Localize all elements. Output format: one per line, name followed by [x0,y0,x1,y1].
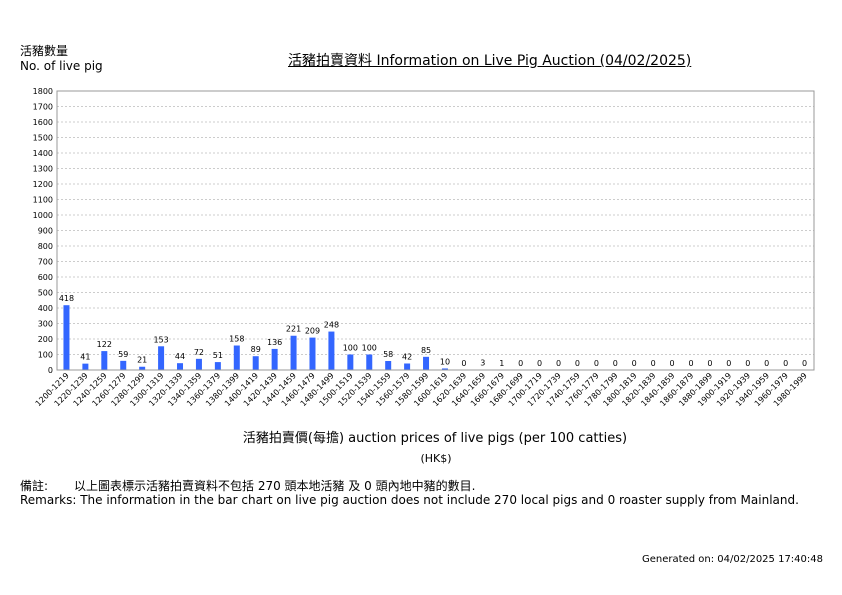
data-label: 0 [537,359,542,368]
data-label: 0 [670,359,675,368]
data-label: 58 [383,350,393,359]
bar [366,354,373,370]
data-label: 209 [305,327,320,336]
data-label: 153 [153,335,168,344]
y-tick-label: 600 [38,273,53,282]
data-label: 221 [286,325,301,334]
y-tick-label: 1800 [33,87,53,96]
bar [290,335,297,370]
y-tick-label: 400 [38,304,53,313]
y-tick-label: 300 [38,320,53,329]
y-tick-label: 700 [38,258,53,267]
remarks-chinese: 以上圖表標示活豬拍賣資料不包括 270 頭本地活豬 及 0 頭內地中豬的數目. [74,479,476,493]
data-label: 0 [688,359,693,368]
y-tick-label: 1700 [33,103,53,112]
bar [233,345,240,370]
chart-title: 活豬拍賣資料 Information on Live Pig Auction (… [288,53,692,69]
bar [101,351,108,370]
y-tick-label: 0 [48,366,53,375]
remarks-label-chinese: 備註: [20,479,49,493]
data-label: 42 [402,352,412,361]
bar [63,305,70,370]
bar [158,346,165,370]
data-label: 0 [745,359,750,368]
data-label: 100 [343,344,358,353]
data-label: 0 [632,359,637,368]
data-label: 10 [440,357,450,366]
data-label: 59 [118,350,128,359]
generated-timestamp: Generated on: 04/02/2025 17:40:48 [642,554,823,565]
y-axis-label-english: No. of live pig [20,59,103,73]
data-label: 21 [137,356,147,365]
bar [385,361,392,370]
data-label: 72 [194,348,204,357]
plot-frame [56,90,815,371]
bar [82,363,89,370]
data-label: 100 [362,344,377,353]
y-tick-label: 800 [38,242,53,251]
bar [328,331,335,370]
bar [423,356,430,370]
chart-grid [57,106,814,355]
y-tick-label: 1300 [33,165,53,174]
data-label: 44 [175,352,185,361]
data-label: 0 [518,359,523,368]
x-axis-label: 活豬拍賣價(每擔) auction prices of live pigs (p… [242,431,628,446]
data-label: 248 [324,321,339,330]
bar [139,366,146,370]
data-label: 136 [267,338,282,347]
y-axis-ticks: 0 100 200 300 400 500 600 700 800 900 1000 1100 1200… [33,87,53,375]
y-tick-label: 200 [38,335,53,344]
data-label: 0 [726,359,731,368]
y-tick-label: 1100 [33,196,53,205]
data-label: 1 [499,359,504,368]
bar [347,354,354,370]
data-label: 0 [575,359,580,368]
y-tick-label: 1400 [33,149,53,158]
y-tick-label: 900 [38,227,53,236]
remarks-english: Remarks: The information in the bar char… [20,493,799,507]
data-label: 0 [707,359,712,368]
bar [441,368,448,370]
data-label: 0 [651,359,656,368]
y-tick-label: 100 [38,351,53,360]
chart-bars [63,305,505,370]
bar [404,363,411,370]
y-tick-label: 1600 [33,118,53,127]
bar [177,363,184,370]
x-axis-unit: (HK$) [420,452,452,465]
y-tick-label: 500 [38,289,53,298]
bar [252,356,259,370]
data-label: 0 [783,359,788,368]
bar [214,362,221,370]
data-label: 0 [461,359,466,368]
data-label: 3 [480,359,485,368]
data-label: 158 [229,335,244,344]
data-label: 0 [594,359,599,368]
bar [309,337,316,370]
data-label: 41 [80,353,90,362]
y-tick-label: 1000 [33,211,53,220]
y-tick-label: 1200 [33,180,53,189]
bar [120,360,127,370]
data-label: 418 [59,294,74,303]
bar [271,348,278,370]
data-label: 0 [613,359,618,368]
data-label: 85 [421,346,431,355]
data-label: 0 [764,359,769,368]
bar [195,358,202,370]
data-label: 122 [97,340,112,349]
data-label: 89 [251,345,261,354]
data-label: 51 [213,351,223,360]
x-axis-ticks: 1200-12191220-12391240-12591260-12791280… [34,371,809,408]
data-label: 0 [802,359,807,368]
data-label: 0 [556,359,561,368]
y-tick-label: 1500 [33,134,53,143]
y-axis-label-chinese: 活豬數量 [20,44,69,58]
